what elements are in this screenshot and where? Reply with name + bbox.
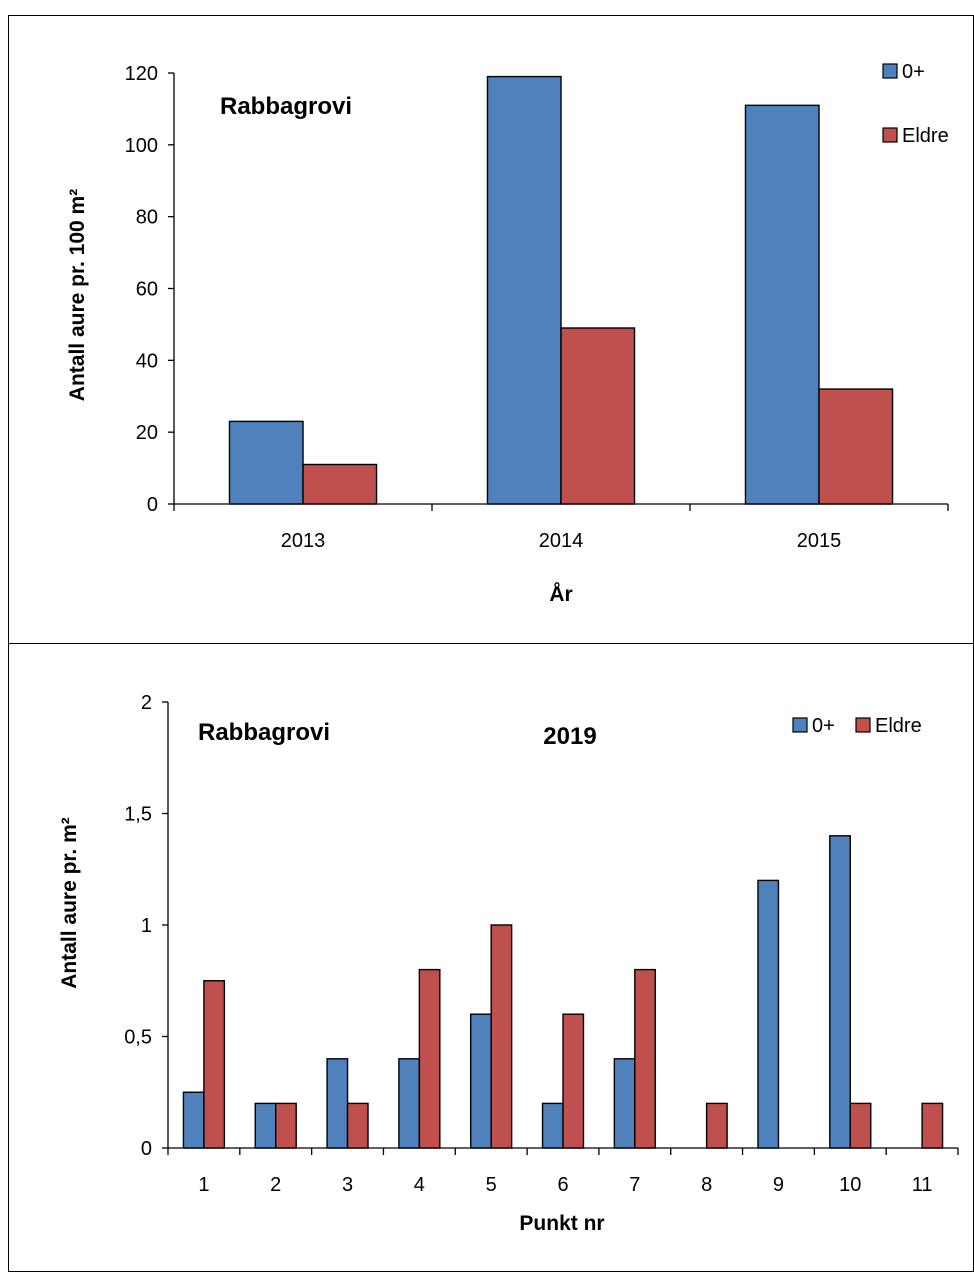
chart2-bar-juvenile-9	[757, 879, 780, 1149]
chart1-bar-older-2013	[302, 463, 378, 505]
chart2-legend-swatch	[855, 717, 871, 733]
chart2-y-tick-label: 1,5	[124, 804, 152, 826]
chart1-y-tick-label: 40	[136, 350, 158, 372]
chart1-x-tick-label: 2013	[281, 530, 326, 552]
chart2-bars	[182, 835, 944, 1149]
chart2-title: Rabbagrovi	[198, 719, 330, 746]
chart2-x-tick-label: 2	[270, 1174, 281, 1196]
chart2-bar-older-6	[562, 1013, 585, 1149]
chart2-bar-juvenile-4	[398, 1058, 421, 1149]
chart1-bar-juvenile-2015	[744, 104, 820, 505]
chart1-legend-swatch	[882, 127, 898, 143]
chart2-legend-swatch	[792, 717, 808, 733]
chart1-x-axis-title: År	[549, 582, 572, 606]
chart2-bar-older-7	[634, 968, 656, 1149]
chart1-y-tick-label: 60	[136, 279, 158, 301]
chart1-legend: 0+ Eldre	[882, 61, 949, 147]
chart1-axes: 0 20 40 60 80 100 120 2013 2014 2015	[125, 63, 949, 552]
chart2-bar-older-4	[418, 968, 441, 1149]
chart2-y-tick-label: 0,5	[124, 1027, 152, 1049]
chart1-legend-swatch	[882, 63, 898, 79]
chart2-x-tick-label: 8	[701, 1174, 712, 1196]
chart2-legend-label: Eldre	[875, 715, 922, 737]
chart2-bar-juvenile-1	[182, 1091, 205, 1149]
chart1-legend-label: Eldre	[902, 125, 949, 147]
chart1-x-tick-label: 2014	[539, 530, 584, 552]
chart2-bar-juvenile-2	[254, 1102, 277, 1149]
chart1-legend-label: 0+	[902, 61, 925, 83]
chart2-x-tick-label: 3	[342, 1174, 353, 1196]
chart2-bar-juvenile-10	[829, 835, 851, 1149]
chart1-title: Rabbagrovi	[220, 93, 352, 120]
chart2-y-tick-label: 2	[141, 692, 152, 714]
chart2-bar-older-11	[921, 1102, 944, 1149]
chart2-bar-juvenile-5	[470, 1013, 492, 1149]
chart2-x-tick-label: 4	[414, 1174, 425, 1196]
chart1-bar-older-2015	[818, 388, 894, 505]
chart1-bar-older-2014	[560, 327, 636, 505]
chart2-y-tick-label: 0	[141, 1138, 152, 1160]
chart1-bar-juvenile-2013	[228, 420, 304, 505]
chart2-x-tick-label: 11	[912, 1174, 933, 1196]
chart2-legend-label: 0+	[812, 715, 835, 737]
chart2-bar-older-1	[203, 980, 226, 1149]
chart2-x-axis-title: Punkt nr	[519, 1212, 604, 1235]
chart2-bar-juvenile-7	[613, 1058, 636, 1149]
chart1-y-axis-title: Antall aure pr. 100 m²	[66, 189, 89, 401]
chart1-y-tick-label: 80	[136, 207, 158, 229]
chart2-bar-older-5	[490, 924, 513, 1149]
chart1-y-tick-label: 120	[125, 63, 158, 85]
chart2-bar-older-10	[849, 1102, 872, 1149]
chart2-x-tick-label: 1	[198, 1174, 209, 1196]
chart2-bar-juvenile-3	[326, 1058, 349, 1149]
chart1-y-tick-label: 20	[136, 422, 158, 444]
chart2-x-tick-label: 6	[557, 1174, 568, 1196]
chart2-x-tick-label: 7	[629, 1174, 640, 1196]
chart2-bar-juvenile-6	[541, 1102, 564, 1149]
chart2-x-tick-label: 9	[773, 1174, 784, 1196]
chart2-bar-older-3	[346, 1102, 369, 1149]
chart1-y-tick-label: 0	[147, 494, 158, 516]
chart2-bar-older-8	[705, 1102, 728, 1149]
chart2-x-tick-label: 5	[486, 1174, 497, 1196]
chart1-bar-juvenile-2014	[486, 75, 562, 505]
chart2-y-tick-label: 1	[141, 915, 152, 937]
chart1-bars	[228, 75, 894, 505]
chart2-y-axis-title: Antall aure pr. m²	[58, 817, 81, 989]
chart2-x-tick-label: 10	[839, 1174, 861, 1196]
chart2-subtitle: 2019	[543, 723, 596, 750]
chart1-y-tick-label: 100	[125, 135, 158, 157]
chart1-x-tick-label: 2015	[797, 530, 842, 552]
chart2-bar-older-2	[275, 1102, 297, 1149]
chart2-legend: 0+ Eldre	[792, 715, 922, 737]
